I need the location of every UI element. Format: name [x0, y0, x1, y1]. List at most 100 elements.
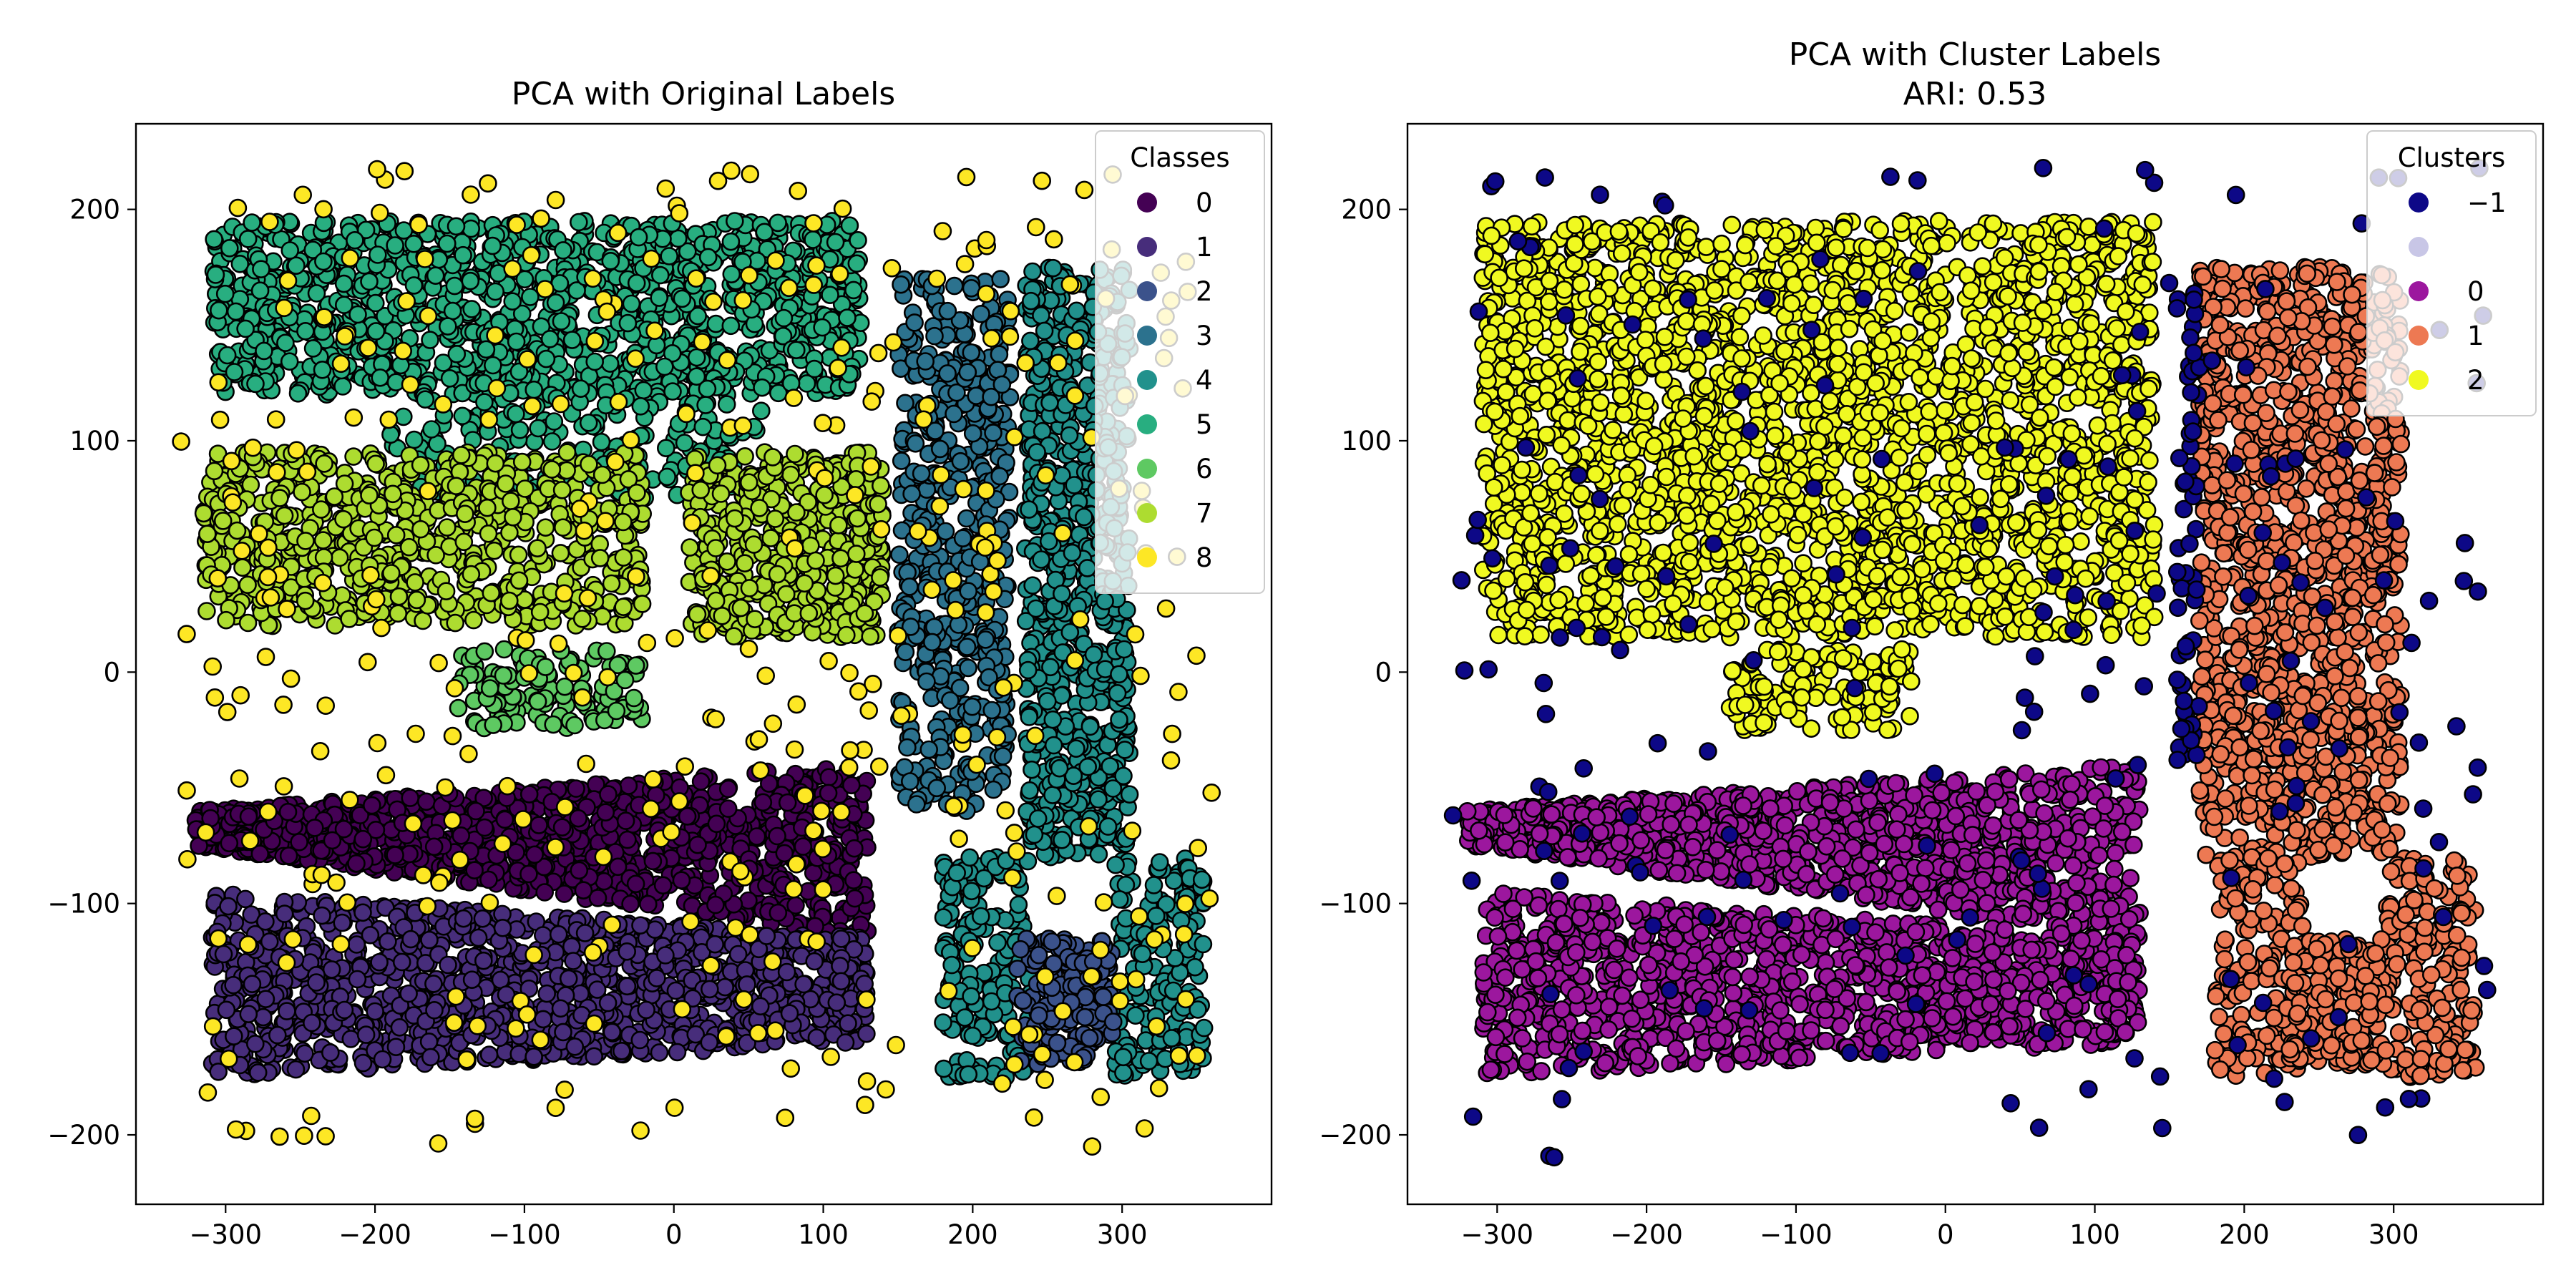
data-point — [512, 452, 532, 472]
data-point — [778, 793, 797, 812]
data-point — [519, 864, 538, 884]
data-point — [255, 341, 273, 361]
data-point — [781, 465, 800, 484]
data-point — [688, 835, 707, 854]
data-point — [426, 266, 445, 286]
data-point — [386, 236, 404, 255]
data-point — [334, 274, 353, 293]
data-point — [626, 874, 645, 894]
data-point — [219, 897, 238, 916]
data-point — [484, 541, 504, 560]
data-point — [680, 538, 699, 557]
data-point — [276, 333, 295, 353]
data-point — [540, 329, 560, 348]
data-point — [813, 318, 831, 337]
data-point — [504, 507, 522, 527]
data-point — [687, 348, 706, 367]
data-point — [373, 1050, 392, 1069]
data-point — [849, 230, 867, 250]
data-point — [557, 461, 576, 480]
left-chart-panel: PCA with Original Labels −300 −200 −100 0 10… — [47, 76, 1273, 1250]
data-point — [571, 379, 590, 399]
data-point — [238, 575, 257, 595]
data-point — [768, 565, 787, 584]
data-point — [545, 412, 564, 431]
data-point — [449, 698, 468, 718]
data-point — [554, 1023, 572, 1042]
data-point — [246, 374, 265, 394]
data-point — [407, 590, 426, 610]
data-point — [621, 894, 640, 914]
data-point — [530, 602, 550, 622]
data-point — [500, 523, 519, 542]
data-point — [755, 223, 774, 242]
data-point — [857, 1024, 876, 1043]
data-point — [252, 260, 270, 279]
data-point — [501, 492, 520, 511]
data-point — [419, 1033, 439, 1051]
data-point — [666, 981, 686, 1000]
data-point — [768, 826, 786, 846]
data-point — [750, 499, 769, 517]
data-point — [335, 1000, 354, 1020]
data-point — [404, 276, 424, 295]
data-point — [296, 532, 315, 550]
data-point — [551, 999, 570, 1018]
data-point — [614, 597, 633, 617]
data-point — [847, 254, 867, 273]
data-point — [718, 799, 738, 818]
data-point — [787, 503, 806, 522]
data-point — [557, 443, 577, 462]
data-point — [871, 568, 889, 587]
data-point — [411, 455, 430, 474]
data-point — [668, 229, 688, 248]
data-point — [325, 487, 344, 506]
data-point — [829, 516, 848, 535]
data-point — [763, 448, 782, 467]
data-point — [536, 658, 555, 676]
data-point — [618, 830, 637, 849]
data-point — [360, 486, 379, 505]
data-point — [205, 462, 224, 481]
data-point — [365, 528, 384, 547]
data-point — [486, 282, 505, 301]
data-point — [622, 294, 641, 313]
data-point — [554, 241, 572, 260]
data-point — [688, 605, 707, 624]
data-point — [447, 344, 467, 364]
data-point — [454, 532, 474, 552]
data-point — [544, 715, 563, 734]
data-point — [691, 772, 711, 791]
data-point — [774, 308, 794, 328]
data-point — [555, 884, 574, 903]
data-point — [296, 321, 315, 341]
data-point — [585, 1047, 604, 1066]
data-point — [643, 852, 663, 871]
data-point — [362, 796, 381, 815]
data-point — [766, 509, 785, 528]
data-point — [406, 573, 424, 592]
data-point — [296, 591, 315, 610]
data-point — [344, 447, 363, 466]
data-point — [461, 271, 480, 291]
data-point — [673, 289, 692, 308]
data-point — [569, 809, 588, 828]
data-point — [389, 604, 408, 623]
data-point — [493, 919, 512, 937]
data-point — [653, 876, 673, 895]
data-point — [480, 679, 499, 698]
data-point — [479, 870, 498, 889]
data-point — [838, 308, 857, 327]
data-point — [366, 322, 386, 341]
data-point — [421, 331, 439, 349]
data-point — [787, 341, 806, 360]
data-point — [536, 518, 555, 537]
data-point — [465, 861, 484, 879]
data-point — [618, 313, 638, 333]
data-point — [572, 609, 592, 628]
data-point — [631, 396, 650, 416]
data-point — [334, 509, 353, 529]
data-point — [706, 591, 726, 610]
data-point — [226, 302, 245, 321]
data-point — [453, 406, 472, 426]
